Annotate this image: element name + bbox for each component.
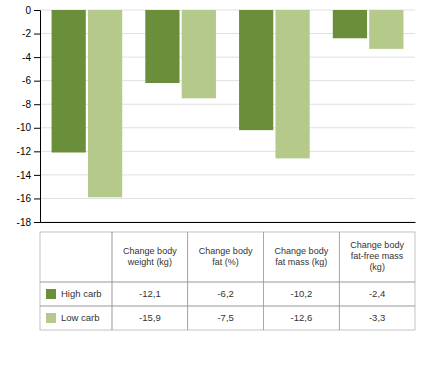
y-tick: -10: [17, 122, 40, 133]
y-tick-mark: [34, 104, 40, 105]
category-label: Change bodyweight (kg): [123, 246, 177, 267]
bar: [145, 10, 179, 83]
table-value: -2,4: [369, 288, 385, 299]
table: Change bodyweight (kg) Change bodyfat (%)…: [40, 232, 415, 330]
chart: 0 -2 -4 -6 -8 -10 -12 -14 -16 -18 Change bodyweigh…: [0, 0, 425, 372]
table-value: -6,2: [217, 288, 233, 299]
table-value: -3,3: [369, 312, 385, 323]
table-cell: [112, 232, 188, 282]
y-tick-mark: [34, 57, 40, 58]
y-tick-label: -8: [22, 99, 31, 110]
category-label: Change bodyfat mass (kg): [275, 246, 329, 267]
y-tick-label: -6: [22, 75, 31, 86]
y-axis-line: [34, 11, 41, 223]
bar: [275, 10, 309, 158]
bar: [88, 10, 122, 197]
table-cell: [264, 306, 340, 330]
y-tick-label: -4: [22, 52, 31, 63]
table-value: -7,5: [217, 312, 233, 323]
bar: [182, 10, 216, 98]
table-cell: [188, 232, 264, 282]
y-tick-mark: [34, 128, 40, 129]
bars: [52, 10, 404, 197]
table-cell: [339, 232, 415, 282]
x-axis: [41, 222, 416, 223]
y-tick: -2: [22, 28, 40, 39]
y-tick: -4: [22, 52, 40, 63]
y-axis: 0 -2 -4 -6 -8 -10 -12 -14 -16 -18: [17, 5, 41, 228]
x-axis-line: [41, 222, 416, 223]
y-tick-label: 0: [25, 5, 31, 16]
table-cell: [40, 282, 112, 306]
y-tick-mark: [34, 151, 40, 152]
y-tick-mark: [34, 81, 40, 82]
y-tick-label: -10: [17, 122, 32, 133]
table-cell: [264, 282, 340, 306]
table-cell: [40, 306, 112, 330]
y-tick: -12: [17, 146, 40, 157]
y-tick-mark: [34, 175, 40, 176]
y-tick-mark: [34, 34, 40, 35]
y-tick-mark: [34, 198, 40, 199]
grid-line: [40, 198, 415, 199]
bar: [239, 10, 273, 130]
y-tick-label: -14: [17, 170, 32, 181]
y-tick: 0: [25, 5, 40, 16]
y-tick: -18: [17, 217, 40, 228]
category-label: Change bodyfat (%): [199, 246, 253, 267]
table-cell: [264, 232, 340, 282]
table-cell: [112, 282, 188, 306]
y-tick: -8: [22, 99, 40, 110]
grid: [40, 10, 415, 222]
legend-label: Low carb: [61, 312, 100, 323]
table-cell: [40, 232, 112, 282]
table-cell: [188, 306, 264, 330]
y-tick-label: -12: [17, 146, 32, 157]
table-cell: [339, 306, 415, 330]
y-tick: -16: [17, 193, 40, 204]
y-tick: -14: [17, 170, 40, 181]
legend-swatch: [46, 313, 56, 323]
y-tick: -6: [22, 75, 40, 86]
table-value: -12,6: [291, 312, 313, 323]
bar: [52, 10, 86, 153]
table-cell: [188, 282, 264, 306]
grid-line: [40, 222, 415, 223]
y-tick-label: -16: [17, 193, 32, 204]
table-value: -15,9: [139, 312, 161, 323]
bar-series: [88, 10, 403, 197]
table-cell: [112, 306, 188, 330]
y-tick-mark: [34, 10, 40, 11]
y-tick-label: -18: [17, 217, 32, 228]
table-value: -10,2: [291, 288, 313, 299]
legend-label: High carb: [61, 288, 102, 299]
y-tick-mark: [34, 222, 40, 223]
legend-swatch: [46, 289, 56, 299]
category-label: Change bodyfat-free mass(kg): [350, 240, 404, 272]
bar: [333, 10, 367, 38]
bar: [369, 10, 403, 49]
y-tick-label: -2: [22, 28, 31, 39]
table-value: -12,1: [139, 288, 161, 299]
table-cell: [339, 282, 415, 306]
